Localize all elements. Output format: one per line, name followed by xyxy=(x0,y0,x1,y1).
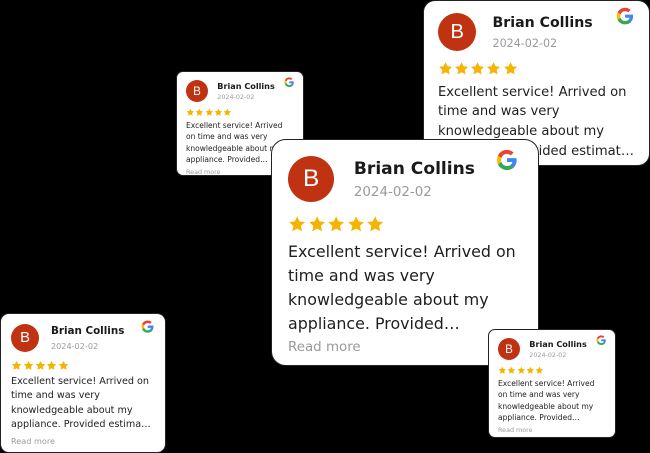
review-text: Excellent service! Arrived on time and w… xyxy=(186,120,283,164)
star-icon xyxy=(439,62,453,75)
star-icon xyxy=(214,108,222,116)
google-icon xyxy=(283,76,294,87)
star-icon xyxy=(347,215,364,231)
read-more-link[interactable]: Read more xyxy=(11,435,56,446)
star-rating xyxy=(438,61,634,76)
read-more-link[interactable]: Read more xyxy=(288,340,361,356)
star-icon xyxy=(23,360,34,370)
review-header: B Brian Collins 2024-02-02 xyxy=(11,320,154,353)
review-text: Excellent service! Arrived on time and w… xyxy=(11,376,151,431)
review-header: B Brian Collins 2024-02-02 xyxy=(288,149,518,203)
star-icon xyxy=(503,62,517,75)
reviewer-avatar: B xyxy=(186,80,209,103)
star-icon xyxy=(35,360,45,370)
review-header: B Brian Collins 2024-02-02 xyxy=(498,334,606,361)
google-icon xyxy=(141,320,154,333)
star-rating xyxy=(11,360,154,371)
reviewer-name: Brian Collins xyxy=(217,80,275,91)
star-icon xyxy=(205,108,213,116)
review-date: 2024-02-02 xyxy=(353,184,432,200)
star-icon xyxy=(59,360,69,370)
star-icon xyxy=(471,62,485,75)
review-text: Excellent service! Arrived on time and w… xyxy=(498,378,595,422)
star-icon xyxy=(289,215,306,231)
reviewer-avatar: B xyxy=(498,338,521,361)
reviewer-avatar: B xyxy=(438,13,477,52)
reviewer-name: Brian Collins xyxy=(529,338,587,349)
star-icon xyxy=(507,366,516,374)
star-icon xyxy=(487,62,501,75)
review-card[interactable]: B Brian Collins 2024-02-02 Excellent ser… xyxy=(0,313,166,453)
review-date: 2024-02-02 xyxy=(529,351,567,360)
star-icon xyxy=(526,366,534,374)
star-icon xyxy=(223,108,232,116)
star-icon xyxy=(498,366,507,374)
star-icon xyxy=(186,108,195,116)
star-icon xyxy=(455,62,469,75)
reviewer-avatar: B xyxy=(11,324,40,353)
review-card[interactable]: B Brian Collins 2024-02-02 Excellent ser… xyxy=(176,71,304,176)
reviewer-name: Brian Collins xyxy=(492,14,593,31)
review-text: Excellent service! Arrived on time and w… xyxy=(288,242,516,333)
star-icon xyxy=(195,108,204,116)
review-date: 2024-02-02 xyxy=(50,341,99,351)
star-icon xyxy=(308,215,325,231)
star-icon xyxy=(367,215,384,231)
star-icon xyxy=(11,360,22,370)
star-rating xyxy=(186,108,294,117)
review-date: 2024-02-02 xyxy=(217,93,255,102)
star-icon xyxy=(517,366,525,374)
google-icon xyxy=(496,149,517,170)
star-rating xyxy=(498,366,606,375)
review-header: B Brian Collins 2024-02-02 xyxy=(438,7,634,52)
reviewer-name: Brian Collins xyxy=(50,325,125,338)
review-card[interactable]: B Brian Collins 2024-02-02 Excellent ser… xyxy=(271,139,539,366)
reviewer-name: Brian Collins xyxy=(353,158,475,179)
read-more-link[interactable]: Read more xyxy=(186,167,221,176)
star-icon xyxy=(47,360,57,370)
google-icon xyxy=(595,334,606,345)
star-icon xyxy=(328,215,345,231)
google-icon xyxy=(616,7,633,25)
star-icon xyxy=(535,366,544,374)
review-header: B Brian Collins 2024-02-02 xyxy=(186,76,294,103)
reviewer-avatar: B xyxy=(288,156,335,203)
review-date: 2024-02-02 xyxy=(492,36,558,50)
review-card[interactable]: B Brian Collins 2024-02-02 Excellent ser… xyxy=(488,329,616,438)
star-rating xyxy=(288,215,518,233)
read-more-link[interactable]: Read more xyxy=(498,425,533,434)
